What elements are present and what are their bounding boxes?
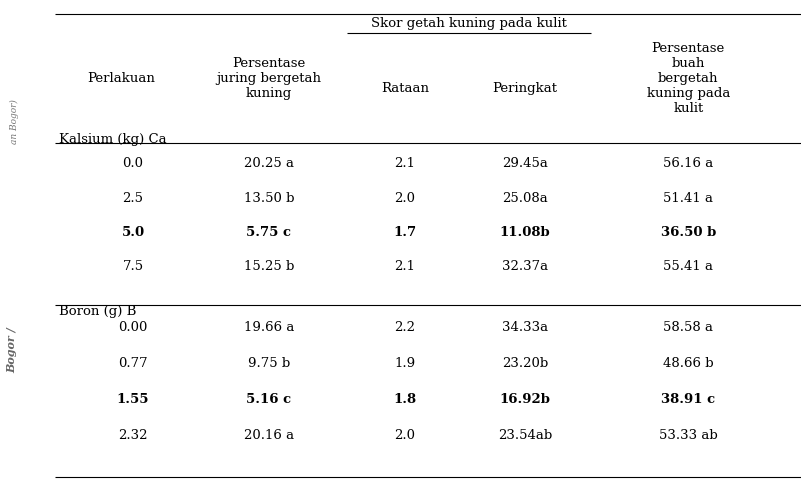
Text: 5.0: 5.0 [121,226,145,239]
Text: Persentase
juring bergetah
kuning: Persentase juring bergetah kuning [217,57,321,100]
Text: Kalsium (kg) Ca: Kalsium (kg) Ca [59,133,167,146]
Text: 13.50 b: 13.50 b [244,192,294,205]
Text: 2.2: 2.2 [394,321,415,334]
Text: 9.75 b: 9.75 b [248,357,290,369]
Text: Perlakuan: Perlakuan [87,72,155,85]
Text: 48.66 b: 48.66 b [663,357,714,369]
Text: 2.5: 2.5 [122,192,143,205]
Text: Peringkat: Peringkat [493,82,557,95]
Text: 51.41 a: 51.41 a [663,192,714,205]
Text: 2.0: 2.0 [394,192,415,205]
Text: 15.25 b: 15.25 b [244,260,294,273]
Text: Rataan: Rataan [381,82,429,95]
Text: 0.00: 0.00 [118,321,148,334]
Text: Persentase
buah
bergetah
kuning pada
kulit: Persentase buah bergetah kuning pada kul… [646,42,730,115]
Text: Bogor /: Bogor / [6,327,17,373]
Text: 5.75 c: 5.75 c [247,226,291,239]
Text: 29.45a: 29.45a [502,157,549,171]
Text: 5.16 c: 5.16 c [247,393,291,406]
Text: 56.16 a: 56.16 a [663,157,714,171]
Text: 34.33a: 34.33a [502,321,549,334]
Text: 2.1: 2.1 [394,260,415,273]
Text: 25.08a: 25.08a [502,192,548,205]
Text: 2.0: 2.0 [394,429,415,442]
Text: 1.55: 1.55 [116,393,149,406]
Text: 2.1: 2.1 [394,157,415,171]
Text: 23.20b: 23.20b [502,357,549,369]
Text: 19.66 a: 19.66 a [244,321,294,334]
Text: 1.7: 1.7 [393,226,417,239]
Text: 20.25 a: 20.25 a [244,157,294,171]
Text: 1.9: 1.9 [394,357,415,369]
Text: 16.92b: 16.92b [500,393,551,406]
Text: 53.33 ab: 53.33 ab [659,429,718,442]
Text: 20.16 a: 20.16 a [244,429,294,442]
Text: 0.77: 0.77 [118,357,148,369]
Text: an Bogor): an Bogor) [10,99,19,144]
Text: 55.41 a: 55.41 a [663,260,714,273]
Text: Boron (g) B: Boron (g) B [59,305,137,318]
Text: 36.50 b: 36.50 b [661,226,716,239]
Text: Skor getah kuning pada kulit: Skor getah kuning pada kulit [371,17,567,31]
Text: 0.0: 0.0 [122,157,143,171]
Text: 2.32: 2.32 [118,429,148,442]
Text: 23.54ab: 23.54ab [498,429,553,442]
Text: 11.08b: 11.08b [500,226,551,239]
Text: 32.37a: 32.37a [502,260,549,273]
Text: 58.58 a: 58.58 a [663,321,714,334]
Text: 38.91 c: 38.91 c [661,393,715,406]
Text: 7.5: 7.5 [122,260,143,273]
Text: 1.8: 1.8 [393,393,417,406]
